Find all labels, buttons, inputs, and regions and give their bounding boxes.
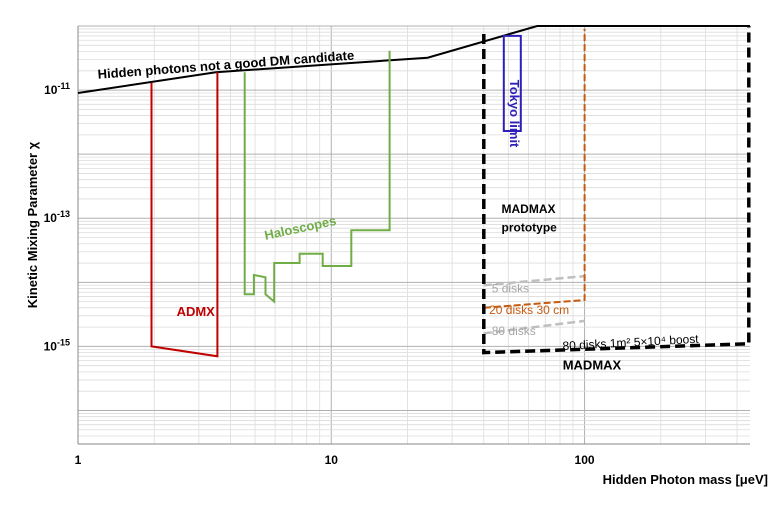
annotation-madmax-proto: MADMAX [502, 202, 556, 216]
annotation-tokyo: Tokyo limit [507, 80, 522, 148]
y-tick-label: 10-11 [44, 81, 70, 97]
y-axis-label: Kinetic Mixing Parameter χ [25, 141, 40, 308]
series-five-disks [483, 274, 585, 287]
annotation-admx: ADMX [177, 304, 216, 319]
annotation-eighty-big: 80 disks 1m² 5×10⁴ boost [562, 332, 699, 353]
series-haloscopes [243, 50, 391, 304]
grid [77, 25, 750, 445]
series-layer [77, 25, 751, 358]
annotation-madmax-proto2: prototype [502, 221, 558, 235]
series-tokyo [502, 34, 522, 132]
annotation-layer: Hidden photons not a good DM candidate AD… [97, 48, 699, 373]
annotation-madmax: MADMAX [563, 357, 622, 372]
series-eighty-disks [483, 319, 585, 335]
y-tick-label: 10-13 [44, 209, 70, 225]
y-tick-label: 10-15 [44, 337, 70, 353]
annotation-eighty-disks: 80 disks [492, 324, 536, 338]
series-madmax [482, 26, 751, 355]
x-tick-label: 100 [575, 453, 595, 467]
x-tick-label: 1 [75, 453, 82, 467]
tick-layer: 1 10 100 10-15 10-13 10-11 [44, 81, 595, 467]
annotation-haloscopes: Haloscopes [263, 213, 338, 243]
annotation-five-disks: 5 disks [492, 281, 529, 295]
series-boundary [77, 25, 750, 94]
series-twenty-disks [483, 28, 586, 309]
x-axis-label: Hidden Photon mass [μeV] [603, 472, 768, 487]
annotation-twenty-disks: 20 disks 30 cm [489, 303, 569, 317]
x-tick-label: 10 [325, 453, 339, 467]
series-admx [150, 72, 219, 358]
annotation-boundary: Hidden photons not a good DM candidate [97, 48, 354, 82]
